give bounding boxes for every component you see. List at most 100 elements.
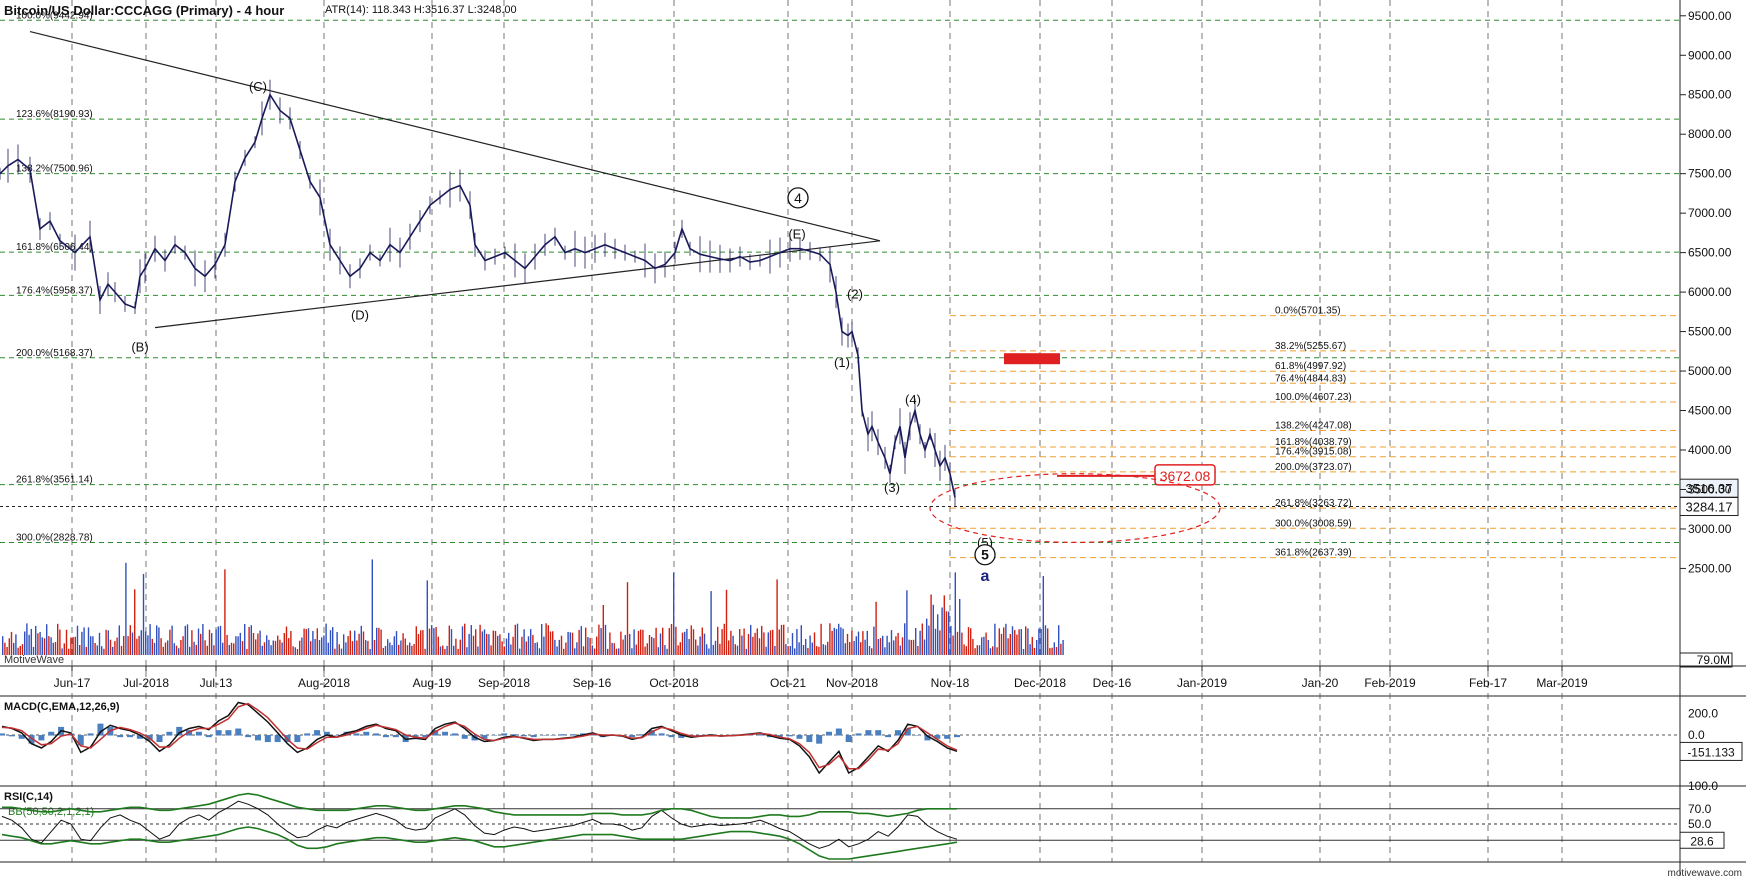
- volume-bar: [10, 631, 13, 655]
- wave-label: 4: [794, 190, 802, 206]
- macd-panel: MACD(C,EMA,12,26,9) 200.0 0.0 -151.133: [0, 701, 1743, 775]
- volume-bar: [998, 628, 1000, 655]
- volume-bar: [578, 629, 580, 655]
- volume-bar: [840, 627, 842, 655]
- volume-bar: [250, 625, 252, 655]
- macd-hist-bar: [215, 730, 222, 736]
- volume-bar: [596, 636, 598, 655]
- volume-bar: [151, 638, 153, 655]
- volume-bar: [1029, 644, 1031, 655]
- lower-trendline: [154, 240, 881, 329]
- volume-bar: [884, 647, 886, 655]
- volume-bar: [356, 640, 358, 655]
- volume-bar: [736, 645, 739, 655]
- volume-bar: [213, 645, 215, 655]
- volume-bar: [281, 642, 283, 655]
- volume-bar: [765, 646, 767, 655]
- fib-right-label: 300.0%(3008.59): [1275, 518, 1352, 529]
- volume-bar: [699, 636, 701, 655]
- volume-bar: [684, 631, 686, 655]
- volume-bar: [563, 648, 565, 655]
- macd-hist-bar: [668, 735, 675, 738]
- volume-bar: [948, 611, 950, 655]
- volume-bar: [855, 636, 857, 655]
- x-tick-label: Jun-17: [54, 676, 91, 690]
- volume-bar: [941, 607, 943, 655]
- volume-bar: [851, 630, 853, 655]
- volume-bar: [268, 639, 270, 655]
- volume-bar: [818, 646, 820, 655]
- current-price-label: 3284.17: [1686, 500, 1733, 515]
- volume-bar: [424, 648, 426, 655]
- volume-bar: [752, 636, 754, 655]
- volume-bar: [846, 633, 849, 655]
- volume-bar: [983, 636, 985, 655]
- volume-bar: [158, 627, 160, 655]
- volume-bar: [116, 637, 118, 655]
- volume-bar: [758, 638, 761, 655]
- x-axis: Jun-17 Jul-2018 Jul-13 Aug-2018 Aug-19 Sep-20…: [54, 666, 1588, 690]
- volume-bar: [961, 632, 963, 655]
- volume-bar: [1011, 626, 1014, 655]
- volume-bar: [35, 626, 37, 655]
- volume-bar: [411, 645, 413, 655]
- fib-right-label: 100.0%(4607.23): [1275, 392, 1352, 403]
- volume-bar: [257, 633, 259, 655]
- macd-hist-bar: [954, 735, 960, 738]
- volume-bar: [662, 627, 664, 655]
- volume-bar: [937, 614, 939, 655]
- volume-bar: [294, 647, 296, 655]
- macd-y-label: 200.0: [1688, 706, 1718, 720]
- volume-bar: [81, 631, 83, 655]
- macd-hist-bar: [481, 735, 488, 739]
- volume-bar: [882, 635, 884, 655]
- volume-bar: [690, 625, 692, 655]
- volume-bar: [54, 642, 57, 655]
- volume-bar: [292, 646, 294, 655]
- volume-bar: [901, 637, 904, 655]
- volume-bar: [1058, 625, 1060, 655]
- volume-bar: [974, 648, 976, 655]
- volume-bar: [996, 647, 998, 655]
- volume-bar: [21, 644, 24, 655]
- volume-bar: [1018, 629, 1020, 655]
- volume-bar: [327, 642, 329, 655]
- volume-bar: [932, 604, 934, 655]
- volume-bar: [644, 646, 646, 655]
- volume-bar: [301, 637, 303, 655]
- macd-hist-bar: [77, 735, 84, 746]
- macd-hist-bar: [254, 735, 261, 741]
- volume-bar: [510, 644, 512, 655]
- x-tick-label: Aug-2018: [298, 676, 350, 690]
- fib-levels-right: 0.0%(5701.35) 38.2%(5255.67) 61.8%(4997.92…: [950, 306, 1680, 559]
- macd-hist-bar: [944, 735, 951, 739]
- x-tick-label: Oct-21: [770, 676, 806, 690]
- volume-bar: [906, 590, 908, 655]
- volume-bar: [569, 632, 571, 655]
- macd-hist-bar: [894, 730, 901, 736]
- volume-bar: [395, 631, 398, 655]
- volume-bar: [560, 635, 563, 655]
- volume-bar: [807, 648, 809, 655]
- volume-bar: [464, 623, 466, 655]
- volume-bar: [534, 642, 536, 655]
- volume-bar: [664, 645, 666, 655]
- volume-bar: [453, 645, 455, 655]
- volume-bar: [321, 637, 323, 655]
- x-tick-label: Jul-2018: [123, 676, 169, 690]
- macd-hist-bar: [835, 728, 842, 736]
- x-tick-label: Dec-16: [1093, 676, 1132, 690]
- wave-label: 5: [981, 547, 989, 563]
- volume-bar: [87, 627, 90, 655]
- y-tick-label: 7000.00: [1688, 206, 1732, 220]
- volume-bar: [142, 573, 145, 655]
- macd-hist-bar: [550, 735, 557, 736]
- volume-bar: [2, 636, 4, 655]
- volume-bar: [114, 641, 116, 655]
- volume-bar: [580, 626, 582, 655]
- volume-bar: [620, 631, 622, 655]
- gridlines: [71, 0, 1563, 862]
- volume-bar: [211, 633, 213, 655]
- volume-bar: [928, 625, 930, 655]
- volume-bar: [340, 648, 343, 655]
